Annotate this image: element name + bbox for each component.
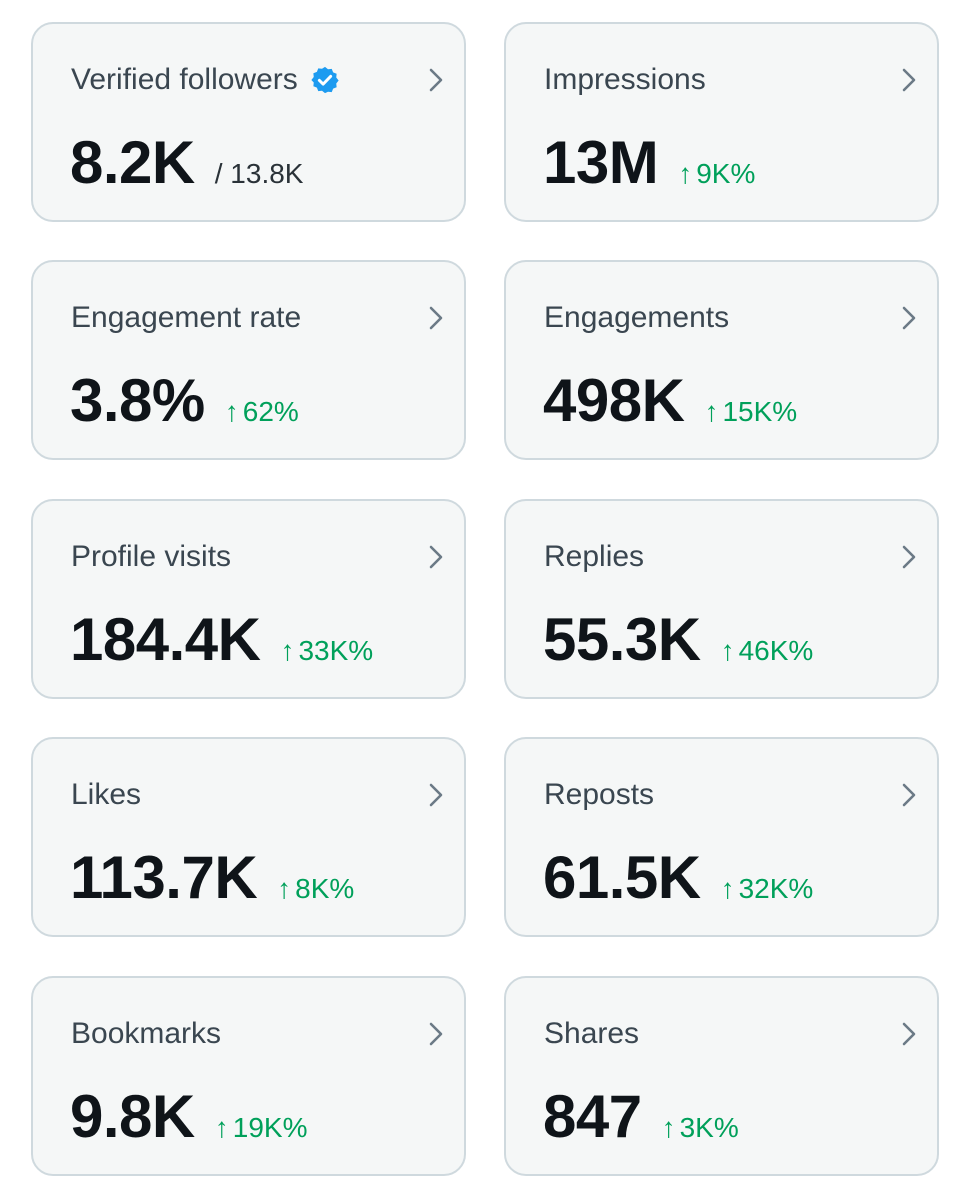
arrow-up-icon: ↑	[678, 158, 693, 189]
arrow-up-icon: ↑	[280, 635, 295, 666]
arrow-up-icon: ↑	[224, 396, 239, 427]
metric-change: ↑ 3K%	[662, 1112, 739, 1144]
metric-change-value: 15K%	[722, 396, 798, 427]
value-row: 61.5K ↑ 32K%	[543, 843, 813, 913]
metric-value: 13M	[543, 129, 659, 196]
stat-card-reposts[interactable]: Reposts 61.5K ↑ 32K%	[504, 737, 939, 937]
stat-card-engagements[interactable]: Engagements 498K ↑ 15K%	[504, 260, 939, 460]
metric-change-value: 9K%	[696, 158, 756, 189]
card-title-label: Impressions	[544, 63, 706, 96]
value-row: 13M ↑ 9K%	[543, 128, 755, 198]
card-title-label: Engagements	[544, 301, 730, 334]
metric-value: 3.8%	[70, 367, 205, 434]
value-row: 8.2K / 13.8K	[70, 128, 303, 198]
value-row: 55.3K ↑ 46K%	[543, 605, 813, 675]
chevron-right-icon	[429, 1022, 443, 1046]
card-title: Replies	[544, 539, 644, 575]
metric-change: ↑ 46K%	[721, 635, 814, 667]
card-title: Profile visits	[71, 539, 231, 575]
stat-card-profile-visits[interactable]: Profile visits 184.4K ↑ 33K%	[31, 499, 466, 699]
metric-change-value: 32K%	[738, 873, 814, 904]
chevron-right-icon	[429, 68, 443, 92]
card-title: Shares	[544, 1016, 639, 1052]
arrow-up-icon: ↑	[720, 635, 735, 666]
metric-change: ↑ 32K%	[721, 873, 814, 905]
stat-card-engagement-rate[interactable]: Engagement rate 3.8% ↑ 62%	[31, 260, 466, 460]
stat-card-impressions[interactable]: Impressions 13M ↑ 9K%	[504, 22, 939, 222]
metric-value: 55.3K	[543, 606, 701, 673]
metric-change-value: 19K%	[232, 1112, 308, 1143]
card-title-label: Bookmarks	[71, 1017, 222, 1050]
verified-badge-icon	[311, 66, 339, 94]
metric-value: 113.7K	[70, 844, 258, 911]
card-title-label: Likes	[71, 778, 142, 811]
metric-change: ↑ 62%	[225, 396, 299, 428]
metric-value: 61.5K	[543, 844, 701, 911]
stat-card-likes[interactable]: Likes 113.7K ↑ 8K%	[31, 737, 466, 937]
card-title-label: Reposts	[544, 778, 655, 811]
card-title-label: Verified followers	[71, 63, 298, 96]
card-title: Bookmarks	[71, 1016, 221, 1052]
card-title: Impressions	[544, 62, 706, 98]
stat-card-replies[interactable]: Replies 55.3K ↑ 46K%	[504, 499, 939, 699]
chevron-right-icon	[429, 783, 443, 807]
value-row: 184.4K ↑ 33K%	[70, 605, 373, 675]
metric-change-value: 62%	[242, 396, 299, 427]
metric-total: / 13.8K	[214, 158, 304, 189]
stat-card-bookmarks[interactable]: Bookmarks 9.8K ↑ 19K%	[31, 976, 466, 1176]
chevron-right-icon	[429, 306, 443, 330]
metric-change-value: 46K%	[738, 635, 814, 666]
value-row: 113.7K ↑ 8K%	[70, 843, 354, 913]
metric-change: ↑ 8K%	[277, 873, 354, 905]
chevron-right-icon	[902, 545, 916, 569]
metric-value: 847	[543, 1083, 642, 1150]
metric-change-value: 33K%	[298, 635, 374, 666]
arrow-up-icon: ↑	[720, 873, 735, 904]
metric-value: 8.2K	[70, 129, 195, 196]
value-row: 9.8K ↑ 19K%	[70, 1082, 307, 1152]
card-title-label: Replies	[544, 540, 645, 573]
metric-change: ↑ 19K%	[215, 1112, 308, 1144]
stat-card-verified-followers[interactable]: Verified followers 8.2K / 13.8K	[31, 22, 466, 222]
card-title: Engagement rate	[71, 300, 301, 336]
card-title: Reposts	[544, 777, 654, 813]
arrow-up-icon: ↑	[277, 873, 292, 904]
metric-value: 184.4K	[70, 606, 261, 673]
metric-change: ↑ 15K%	[704, 396, 797, 428]
metric-change-value: 8K%	[295, 873, 355, 904]
arrow-up-icon: ↑	[661, 1112, 676, 1143]
arrow-up-icon: ↑	[214, 1112, 229, 1143]
card-title: Engagements	[544, 300, 729, 336]
metric-change-value: 3K%	[679, 1112, 739, 1143]
card-title: Likes	[71, 777, 141, 813]
value-row: 847 ↑ 3K%	[543, 1082, 739, 1152]
metric-value: 498K	[543, 367, 685, 434]
value-row: 498K ↑ 15K%	[543, 366, 797, 436]
card-title: Verified followers	[71, 62, 340, 98]
chevron-right-icon	[902, 306, 916, 330]
chevron-right-icon	[429, 545, 443, 569]
card-title-label: Profile visits	[71, 540, 232, 573]
card-title-label: Engagement rate	[71, 301, 302, 334]
chevron-right-icon	[902, 783, 916, 807]
stat-card-shares[interactable]: Shares 847 ↑ 3K%	[504, 976, 939, 1176]
arrow-up-icon: ↑	[704, 396, 719, 427]
metric-change: ↑ 33K%	[280, 635, 373, 667]
chevron-right-icon	[902, 68, 916, 92]
card-title-label: Shares	[544, 1017, 640, 1050]
metric-value: 9.8K	[70, 1083, 195, 1150]
metric-change: ↑ 9K%	[678, 158, 755, 190]
chevron-right-icon	[902, 1022, 916, 1046]
value-row: 3.8% ↑ 62%	[70, 366, 299, 436]
